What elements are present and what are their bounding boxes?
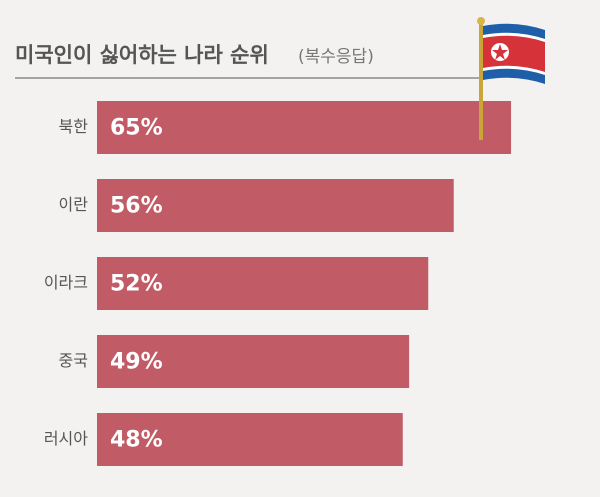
value-label: 52%	[110, 272, 163, 297]
chart-subtitle: (복수응답)	[298, 47, 374, 67]
value-label: 65%	[110, 116, 163, 141]
category-label: 북한	[59, 117, 89, 136]
chart-title: 미국인이 싫어하는 나라 순위	[15, 43, 269, 67]
category-label: 러시아	[44, 429, 88, 448]
value-label: 49%	[110, 350, 163, 375]
bar	[97, 413, 403, 466]
bar	[97, 179, 454, 232]
bar	[97, 101, 512, 154]
category-label: 중국	[59, 351, 88, 370]
value-label: 56%	[110, 194, 163, 219]
bar	[97, 335, 410, 388]
category-label: 이란	[59, 195, 89, 214]
value-label: 48%	[110, 428, 163, 453]
bar	[97, 257, 429, 310]
flag	[477, 17, 545, 140]
category-label: 이라크	[44, 273, 88, 292]
